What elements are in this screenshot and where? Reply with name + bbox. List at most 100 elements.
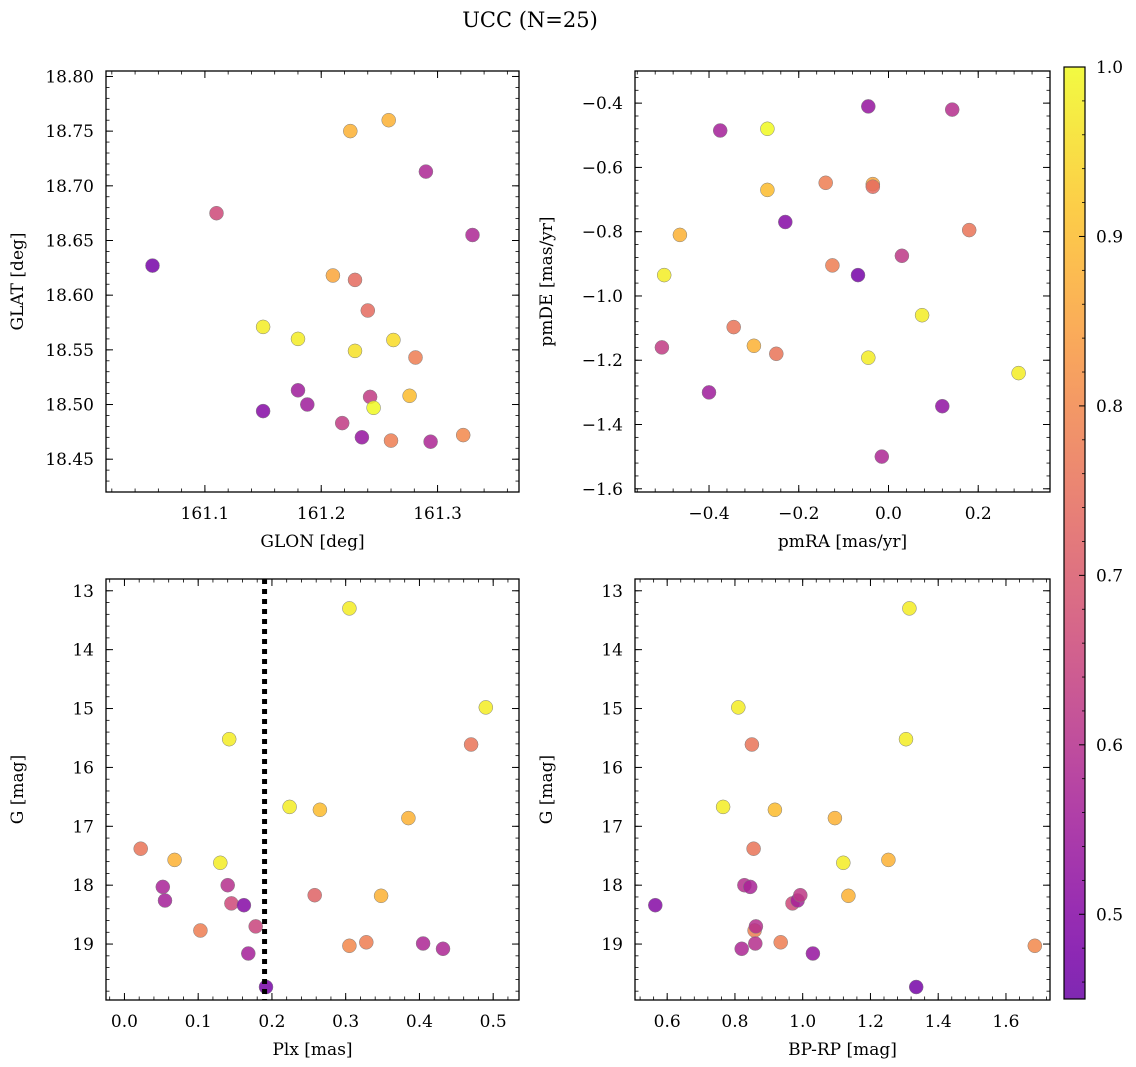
point-pm-8 (760, 182, 775, 198)
ytick-label-pm-6: −0.4 (582, 94, 623, 114)
ytick-label-sky-0: 18.45 (45, 450, 94, 470)
point-cmd-17 (827, 810, 843, 826)
xtick-label-sky-2: 161.3 (413, 504, 462, 524)
panel-plx: 0.0 0.1 0.2 0.3 0.4 0.5 13 14 15 16 17 18 19 Plx [mas… (8, 578, 520, 1060)
point-plx-13 (282, 799, 297, 815)
point-plx-15 (312, 802, 328, 818)
point-sky-6 (300, 397, 315, 412)
point-sky-3 (255, 403, 271, 419)
point-pm-10 (778, 214, 793, 230)
point-plx-2 (157, 893, 173, 908)
xtick-label-pm-0: −0.4 (688, 504, 729, 524)
point-pm-9 (769, 346, 784, 362)
point-pm-12 (825, 258, 840, 273)
point-sky-8 (334, 415, 350, 431)
point-plx-16 (342, 601, 357, 616)
xtick-label-cmd-1: 0.8 (721, 1012, 748, 1032)
point-cmd-10 (748, 919, 764, 934)
ytick-label-plx-6: 19 (72, 935, 94, 955)
point-plx-22 (435, 941, 451, 957)
xtick-label-plx-5: 0.5 (480, 1012, 507, 1032)
colorbar-tick-label-1: 0.6 (1096, 736, 1123, 756)
point-sky-2 (255, 319, 271, 335)
ytick-label-plx-0: 13 (72, 582, 94, 602)
point-plx-14 (307, 887, 322, 903)
xtick-label-pm-3: 0.2 (965, 504, 992, 524)
point-pm-2 (672, 227, 688, 243)
ytick-label-cmd-0: 13 (601, 582, 623, 602)
ylabel-pm: pmDE [mas/yr] (537, 216, 557, 346)
axes-frame-sky (105, 70, 520, 493)
point-cmd-23 (908, 979, 924, 995)
point-cmd-12 (773, 935, 788, 950)
point-plx-0 (133, 841, 148, 856)
point-cmd-9 (748, 936, 763, 951)
point-pm-3 (701, 385, 717, 400)
xtick-label-sky-0: 161.1 (181, 504, 230, 524)
point-sky-19 (402, 388, 417, 404)
ytick-label-cmd-1: 14 (601, 641, 623, 661)
ytick-label-cmd-3: 16 (601, 758, 623, 778)
colorbar-tick-label-5: 1.0 (1096, 58, 1123, 78)
point-plx-6 (220, 877, 235, 893)
ytick-label-pm-2: −1.2 (582, 351, 623, 371)
point-sky-15 (366, 400, 381, 416)
panels-group: 161.1 161.2 161.318.4518.5018.5518.6018.65… (8, 67, 1051, 1060)
point-sky-10 (347, 343, 363, 359)
ytick-label-sky-6: 18.75 (45, 122, 94, 142)
point-pm-11 (818, 175, 833, 191)
figure-title: UCC (N=25) (462, 8, 598, 32)
point-sky-11 (347, 272, 363, 288)
xtick-label-cmd-3: 1.2 (857, 1012, 884, 1032)
point-pm-18 (874, 449, 890, 464)
panel-pm: −0.4 −0.2 0.0 0.2 −1.6 −1.4 −1.2 −1.0 −0.8 −0.6 −0… (537, 70, 1051, 552)
point-sky-0 (145, 258, 160, 273)
panel-cmd: 0.6 0.8 1.0 1.2 1.4 1.6 13 14 15 16 17 18 19 BP-RP [m… (537, 578, 1051, 1060)
point-cmd-20 (881, 852, 896, 868)
ytick-label-pm-5: −0.6 (582, 158, 623, 178)
point-plx-19 (373, 888, 389, 904)
point-sky-13 (360, 303, 376, 318)
point-sky-16 (381, 112, 396, 128)
point-plx-7 (221, 731, 237, 747)
ytick-label-sky-2: 18.55 (45, 341, 94, 361)
point-pm-4 (712, 123, 728, 138)
point-cmd-7 (746, 841, 761, 856)
point-cmd-22 (902, 601, 917, 616)
axes-frame-plx (105, 578, 520, 1001)
point-pm-19 (894, 248, 910, 264)
point-plx-3 (167, 852, 182, 868)
point-plx-11 (248, 919, 263, 934)
colorbar-tick-label-2: 0.7 (1096, 566, 1123, 586)
point-pm-15 (861, 350, 876, 365)
ytick-label-plx-3: 16 (72, 758, 94, 778)
ytick-label-plx-2: 15 (72, 700, 94, 720)
point-pm-14 (861, 99, 876, 114)
ytick-label-plx-4: 17 (72, 817, 94, 837)
point-pm-22 (944, 102, 960, 117)
point-sky-17 (383, 433, 399, 448)
ytick-label-cmd-4: 17 (601, 817, 623, 837)
colorbar-tick-label-0: 0.5 (1096, 905, 1123, 925)
colorbar-frame (1063, 66, 1086, 1000)
xlabel-plx: Plx [mas] (272, 1040, 352, 1060)
point-sky-5 (290, 383, 306, 398)
xtick-label-pm-2: 0.0 (875, 504, 902, 524)
point-cmd-2 (731, 700, 746, 715)
axes-frame-pm (634, 70, 1051, 493)
xtick-label-cmd-5: 1.6 (992, 1012, 1019, 1032)
point-pm-0 (656, 267, 672, 283)
ytick-label-pm-3: −1.0 (582, 287, 623, 307)
point-pm-20 (914, 307, 930, 323)
ylabel-plx: G [mag] (8, 755, 28, 824)
xtick-label-sky-1: 161.2 (297, 504, 346, 524)
ylabel-sky: GLAT [deg] (8, 232, 28, 330)
ytick-label-plx-1: 14 (72, 641, 94, 661)
point-plx-21 (415, 936, 431, 951)
ylabel-cmd: G [mag] (537, 755, 557, 824)
point-pm-5 (726, 319, 741, 335)
point-cmd-19 (841, 888, 856, 904)
point-cmd-24 (1027, 938, 1043, 954)
point-pm-23 (961, 222, 977, 238)
ytick-label-pm-1: −1.4 (582, 416, 623, 436)
